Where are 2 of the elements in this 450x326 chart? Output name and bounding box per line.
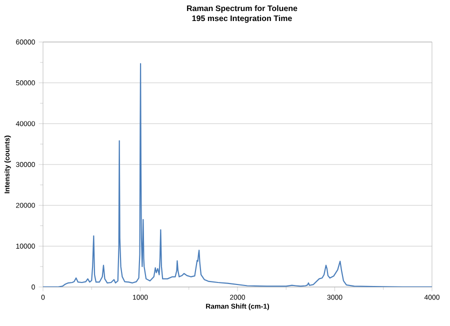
chart-subtitle: 195 msec Integration Time [192, 15, 292, 23]
chart-title: Raman Spectrum for Toluene [187, 5, 298, 13]
